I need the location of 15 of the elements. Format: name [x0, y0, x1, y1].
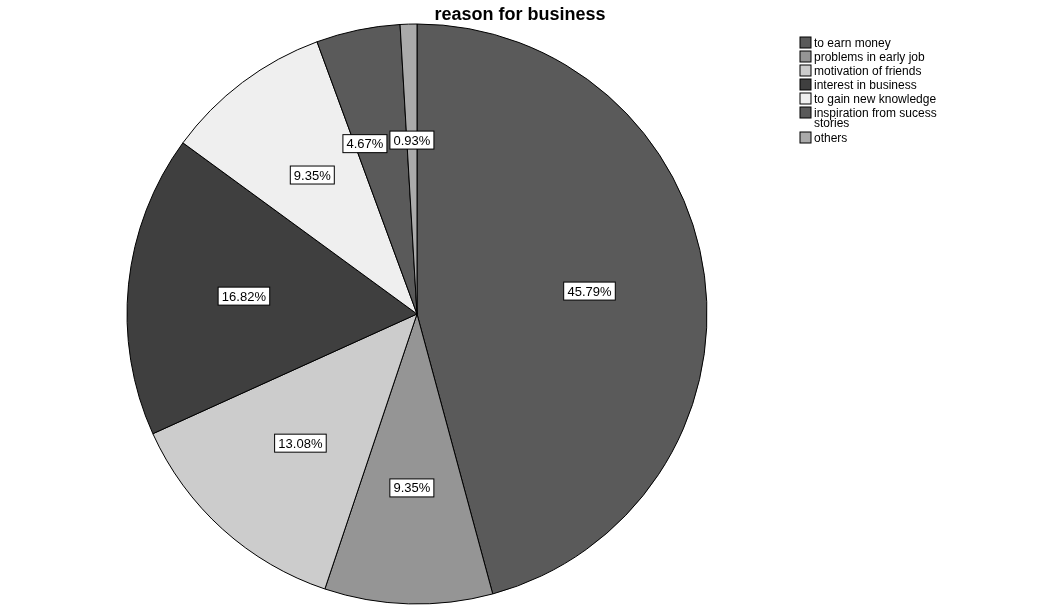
chart-title: reason for business — [434, 4, 606, 24]
legend-label: interest in business — [814, 77, 917, 92]
data-label: 9.35% — [293, 167, 332, 183]
data-label: 9.35% — [393, 480, 431, 496]
legend-label: to gain new knowledge — [814, 91, 937, 106]
data-label: 16.82% — [221, 288, 267, 304]
data-label: 45.79% — [567, 283, 612, 299]
legend-label: to earn money — [814, 35, 891, 50]
legend-label: inspiration from sucess stories — [814, 105, 937, 130]
data-label: 4.67% — [346, 136, 384, 152]
legend-label: problems in early job — [814, 49, 926, 64]
data-label: 13.08% — [278, 435, 323, 451]
legend-label: motivation of friends — [814, 63, 922, 78]
data-label: 0.93% — [393, 132, 431, 148]
legend-label: others — [814, 130, 848, 145]
